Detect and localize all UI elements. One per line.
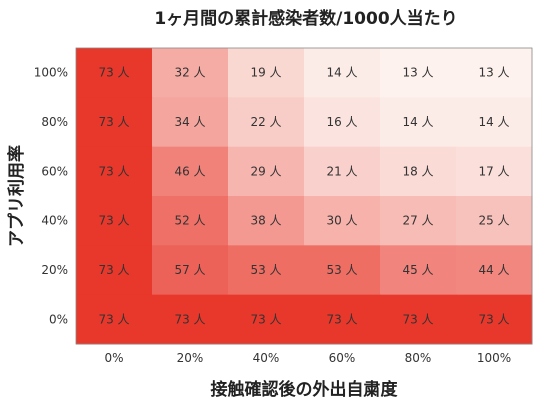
y-tick-label: 80% — [41, 115, 68, 129]
cell-value-label: 73 人 — [174, 312, 205, 326]
cell-value-label: 18 人 — [402, 164, 433, 178]
cell-value-label: 16 人 — [326, 115, 357, 129]
cell-value-label: 22 人 — [250, 115, 281, 129]
cell-value-label: 73 人 — [98, 263, 129, 277]
heatmap-cell — [304, 48, 381, 98]
cell-value-label: 44 人 — [478, 263, 509, 277]
y-tick-label: 20% — [41, 263, 68, 277]
x-axis-label: 接触確認後の外出自粛度 — [211, 379, 399, 400]
heatmap-cell — [304, 294, 381, 345]
cell-value-label: 17 人 — [478, 164, 509, 178]
heatmap-cell — [304, 245, 381, 296]
x-tick-label: 0% — [104, 351, 123, 365]
cell-value-label: 32 人 — [174, 66, 205, 80]
heatmap-cell — [76, 146, 153, 197]
heatmap-cell — [380, 48, 457, 98]
y-tick-label: 40% — [41, 214, 68, 228]
heatmap-cell — [380, 294, 457, 345]
x-tick-label: 20% — [177, 351, 204, 365]
heatmap-cell — [152, 294, 229, 345]
heatmap-cell — [76, 245, 153, 296]
cell-value-label: 53 人 — [250, 263, 281, 277]
cell-value-label: 14 人 — [402, 115, 433, 129]
cell-value-label: 21 人 — [326, 164, 357, 178]
x-tick-label: 80% — [405, 351, 432, 365]
heatmap-cell — [456, 97, 533, 148]
plot-frame — [75, 47, 533, 345]
cell-value-label: 73 人 — [98, 164, 129, 178]
heatmap-cell — [304, 146, 381, 197]
heatmap-cell — [152, 97, 229, 148]
cell-value-label: 27 人 — [402, 214, 433, 228]
heatmap-cell — [76, 294, 153, 345]
cell-value-label: 46 人 — [174, 164, 205, 178]
heatmap-cell — [456, 48, 533, 98]
x-tick-label: 100% — [477, 351, 511, 365]
cell-value-label: 13 人 — [478, 66, 509, 80]
heatmap-cell — [456, 196, 533, 246]
heatmap-cell — [152, 196, 229, 246]
y-tick-label: 60% — [41, 164, 68, 178]
cell-value-label: 73 人 — [250, 312, 281, 326]
cell-value-label: 19 人 — [250, 66, 281, 80]
heatmap-cells: 73 人 32 人 19 人 14 人 13 人 13 人 73 人 34 人 22 人 16 人… — [76, 48, 533, 345]
cell-value-label: 38 人 — [250, 214, 281, 228]
cell-value-label: 73 人 — [98, 66, 129, 80]
heatmap-cell — [228, 97, 305, 148]
heatmap-cell — [456, 245, 533, 296]
cell-value-label: 73 人 — [98, 115, 129, 129]
heatmap-cell — [228, 48, 305, 98]
cell-value-label: 34 人 — [174, 115, 205, 129]
y-tick-labels: 100% 80% 60% 40% 20% 0% — [34, 66, 68, 327]
heatmap-cell — [456, 146, 533, 197]
cell-value-label: 29 人 — [250, 164, 281, 178]
cell-value-label: 13 人 — [402, 66, 433, 80]
heatmap-cell — [304, 196, 381, 246]
x-tick-label: 40% — [253, 351, 280, 365]
heatmap-cell — [228, 196, 305, 246]
heatmap-cell — [152, 146, 229, 197]
cell-value-label: 73 人 — [98, 312, 129, 326]
heatmap-cell — [380, 146, 457, 197]
y-axis-label: アプリ利用率 — [6, 145, 27, 247]
cell-value-label: 73 人 — [326, 312, 357, 326]
heatmap-cell — [76, 97, 153, 148]
cell-value-label: 14 人 — [326, 66, 357, 80]
x-tick-label: 60% — [329, 351, 356, 365]
heatmap-cell — [152, 245, 229, 296]
cell-value-label: 73 人 — [98, 214, 129, 228]
heatmap-cell — [380, 196, 457, 246]
heatmap-cell — [228, 146, 305, 197]
cell-value-label: 73 人 — [402, 312, 433, 326]
x-tick-labels: 0% 20% 40% 60% 80% 100% — [104, 351, 511, 365]
chart-title: 1ヶ月間の累計感染者数/1000人当たり — [154, 8, 457, 29]
heatmap-cell — [456, 294, 533, 345]
cell-value-label: 57 人 — [174, 263, 205, 277]
cell-value-label: 53 人 — [326, 263, 357, 277]
cell-value-label: 45 人 — [402, 263, 433, 277]
y-tick-label: 0% — [49, 312, 68, 326]
cell-value-label: 30 人 — [326, 214, 357, 228]
heatmap-cell — [152, 48, 229, 98]
cell-value-label: 52 人 — [174, 214, 205, 228]
heatmap-cell — [380, 245, 457, 296]
heatmap-cell — [380, 97, 457, 148]
heatmap-cell — [76, 196, 153, 246]
heatmap-cell — [228, 245, 305, 296]
cell-value-label: 25 人 — [478, 214, 509, 228]
heatmap-cell — [304, 97, 381, 148]
heatmap-cell — [228, 294, 305, 345]
cell-value-label: 14 人 — [478, 115, 509, 129]
y-tick-label: 100% — [34, 66, 68, 80]
cell-value-label: 73 人 — [478, 312, 509, 326]
heatmap-cell — [76, 48, 153, 98]
